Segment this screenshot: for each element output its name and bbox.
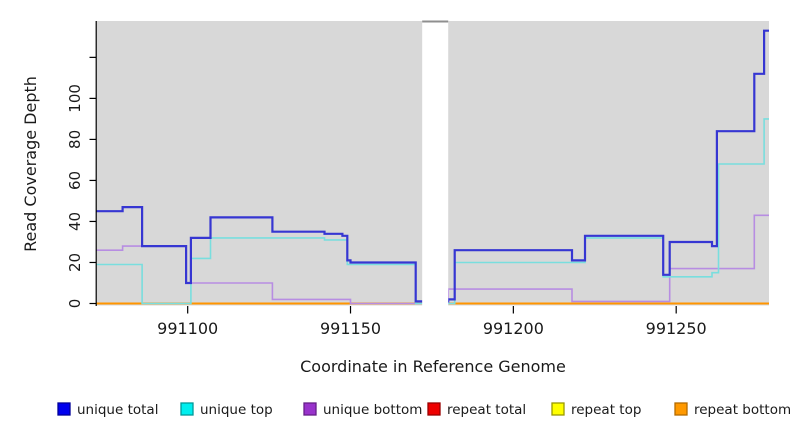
legend-swatch-repeat-total <box>427 402 441 416</box>
legend-swatch-repeat-top <box>551 402 565 416</box>
x-axis-title: Coordinate in Reference Genome <box>300 357 566 376</box>
y-tick-label-100: 100 <box>66 84 84 113</box>
masked-region <box>422 20 449 308</box>
axes-layer: 0 20 40 60 80 100 991100 991150 991200 991250 <box>66 21 707 338</box>
y-tick-label-0: 0 <box>66 299 84 309</box>
x-tick-label-991150: 991150 <box>320 319 381 338</box>
legend-swatch-unique-top <box>180 402 194 416</box>
legend-label-repeat-total: repeat total <box>447 402 526 418</box>
legend-label-unique-bottom: unique bottom <box>323 402 422 418</box>
legend-label-repeat-top: repeat top <box>571 402 641 418</box>
legend: unique total unique top unique bottom repea… <box>57 402 791 418</box>
masked-region-cap <box>422 20 449 23</box>
legend-swatch-unique-total <box>57 402 71 416</box>
legend-label-unique-total: unique total <box>77 402 158 418</box>
masked-region-layer <box>422 20 449 308</box>
legend-label-unique-top: unique top <box>200 402 273 418</box>
x-tick-label-991100: 991100 <box>157 319 218 338</box>
x-tick-label-991250: 991250 <box>646 319 707 338</box>
y-tick-label-20: 20 <box>66 253 84 272</box>
legend-label-repeat-bottom: repeat bottom <box>694 402 791 418</box>
y-axis-title: Read Coverage Depth <box>21 76 40 252</box>
unique-total-line <box>96 29 769 303</box>
y-tick-label-80: 80 <box>66 130 84 149</box>
y-tick-label-60: 60 <box>66 171 84 190</box>
legend-swatch-unique-bottom <box>303 402 317 416</box>
legend-swatch-repeat-bottom <box>674 402 688 416</box>
x-tick-label-991200: 991200 <box>483 319 544 338</box>
y-tick-label-40: 40 <box>66 212 84 231</box>
